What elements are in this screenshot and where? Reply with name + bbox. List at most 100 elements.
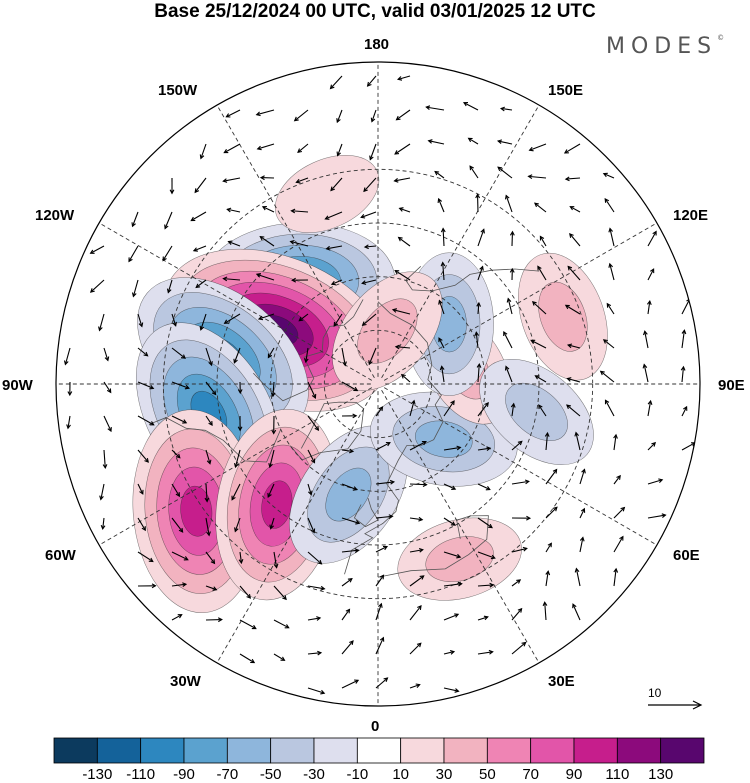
wind-arrow bbox=[102, 449, 108, 470]
wind-arrow bbox=[137, 483, 144, 495]
wind-arrow bbox=[162, 245, 173, 262]
wind-arrow bbox=[99, 483, 105, 501]
wind-arrow bbox=[409, 605, 422, 621]
wind-arrow bbox=[291, 277, 309, 283]
wind-arrow bbox=[199, 143, 207, 160]
wind-arrow bbox=[437, 197, 445, 213]
wind-arrow bbox=[227, 240, 241, 247]
wind-arrow bbox=[273, 551, 279, 569]
wind-arrow bbox=[375, 406, 384, 417]
wind-arrow bbox=[443, 687, 460, 693]
colorbar-tick-label: 10 bbox=[392, 766, 409, 783]
wind-arrow bbox=[307, 517, 316, 534]
colorbar-swatch bbox=[96, 737, 142, 764]
wind-arrow bbox=[477, 483, 491, 491]
wind-arrow bbox=[504, 194, 513, 213]
reference-vector-arrow bbox=[648, 700, 703, 710]
wind-arrow bbox=[66, 415, 71, 430]
wind-arrow bbox=[137, 347, 149, 357]
wind-arrow bbox=[563, 143, 581, 154]
wind-arrow bbox=[237, 415, 243, 432]
wind-arrow bbox=[602, 172, 615, 179]
wind-arrow bbox=[255, 109, 275, 117]
wind-arrow bbox=[681, 329, 687, 349]
wind-arrow bbox=[681, 405, 688, 417]
label-60w: 60W bbox=[45, 547, 76, 564]
wind-arrow bbox=[195, 279, 207, 289]
wind-arrow bbox=[223, 313, 241, 324]
wind-arrow bbox=[171, 381, 190, 390]
colorbar-tick-label: -130 bbox=[82, 766, 113, 783]
wind-arrow bbox=[566, 377, 581, 383]
wind-arrow bbox=[103, 415, 112, 433]
wind-arrow bbox=[574, 567, 581, 587]
wind-arrow bbox=[199, 313, 207, 331]
wind-arrow bbox=[397, 236, 411, 247]
wind-arrow bbox=[303, 347, 309, 364]
wind-arrow bbox=[297, 143, 309, 154]
wind-arrow bbox=[497, 166, 513, 179]
wind-arrow bbox=[475, 193, 481, 213]
wind-arrow bbox=[259, 235, 275, 247]
wind-arrow bbox=[255, 273, 275, 281]
colorbar-swatch bbox=[573, 737, 618, 764]
wind-arrow bbox=[394, 143, 411, 155]
wind-arrow bbox=[579, 507, 586, 519]
wind-arrow bbox=[409, 441, 427, 451]
wind-arrow bbox=[128, 245, 139, 263]
wind-arrow bbox=[268, 449, 275, 469]
wind-arrow bbox=[307, 650, 323, 656]
wind-arrow bbox=[171, 483, 180, 498]
wind-arrow bbox=[239, 585, 252, 599]
wind-arrow bbox=[375, 677, 389, 689]
wind-arrow bbox=[567, 265, 581, 281]
wind-arrow bbox=[606, 302, 615, 315]
wind-vectors bbox=[63, 75, 697, 695]
wind-arrow bbox=[238, 551, 244, 565]
colorbar-tick-label: -110 bbox=[126, 766, 156, 783]
wind-arrow bbox=[205, 585, 218, 591]
colorbar-swatch bbox=[486, 737, 532, 764]
wind-arrow bbox=[307, 381, 317, 399]
wind-arrow bbox=[137, 381, 155, 390]
wind-arrow bbox=[439, 365, 445, 383]
chart-title: Base 25/12/2024 00 UTC, valid 03/01/2025… bbox=[154, 1, 596, 22]
wind-arrow bbox=[542, 601, 548, 621]
wind-arrow bbox=[511, 546, 528, 553]
wind-arrow bbox=[477, 517, 493, 529]
wind-arrow bbox=[443, 400, 455, 417]
wind-arrow bbox=[269, 517, 275, 530]
wind-arrow bbox=[131, 279, 139, 298]
wind-arrow bbox=[171, 449, 181, 459]
wind-arrow bbox=[608, 227, 615, 247]
wind-arrow bbox=[506, 297, 513, 315]
wind-arrow bbox=[233, 449, 241, 469]
wind-arrow bbox=[398, 207, 411, 213]
wind-arrow bbox=[239, 653, 256, 664]
wind-arrow bbox=[395, 109, 411, 121]
wind-arrow bbox=[171, 551, 189, 561]
wind-arrow bbox=[192, 245, 207, 252]
wind-arrow bbox=[425, 105, 445, 111]
wind-arrow bbox=[330, 177, 343, 192]
wind-arrow bbox=[171, 517, 184, 533]
wind-arrow bbox=[409, 547, 424, 553]
wind-arrow bbox=[604, 399, 615, 417]
wind-arrow bbox=[443, 649, 456, 655]
wind-arrow bbox=[647, 230, 657, 247]
wind-arrow bbox=[361, 313, 377, 327]
coastline bbox=[377, 515, 489, 578]
colorbar bbox=[53, 737, 705, 764]
wind-arrow bbox=[443, 613, 460, 621]
wind-arrow bbox=[476, 301, 482, 315]
colorbar-tick-label: -90 bbox=[173, 766, 195, 783]
wind-arrow bbox=[462, 102, 479, 111]
wind-arrow bbox=[239, 619, 257, 630]
wind-arrow bbox=[409, 575, 425, 587]
wind-arrow bbox=[273, 619, 290, 629]
wind-arrow bbox=[477, 228, 485, 247]
coastline bbox=[405, 266, 540, 292]
wind-arrow bbox=[511, 515, 532, 521]
wind-arrow bbox=[341, 381, 359, 392]
wind-arrow bbox=[307, 551, 323, 565]
